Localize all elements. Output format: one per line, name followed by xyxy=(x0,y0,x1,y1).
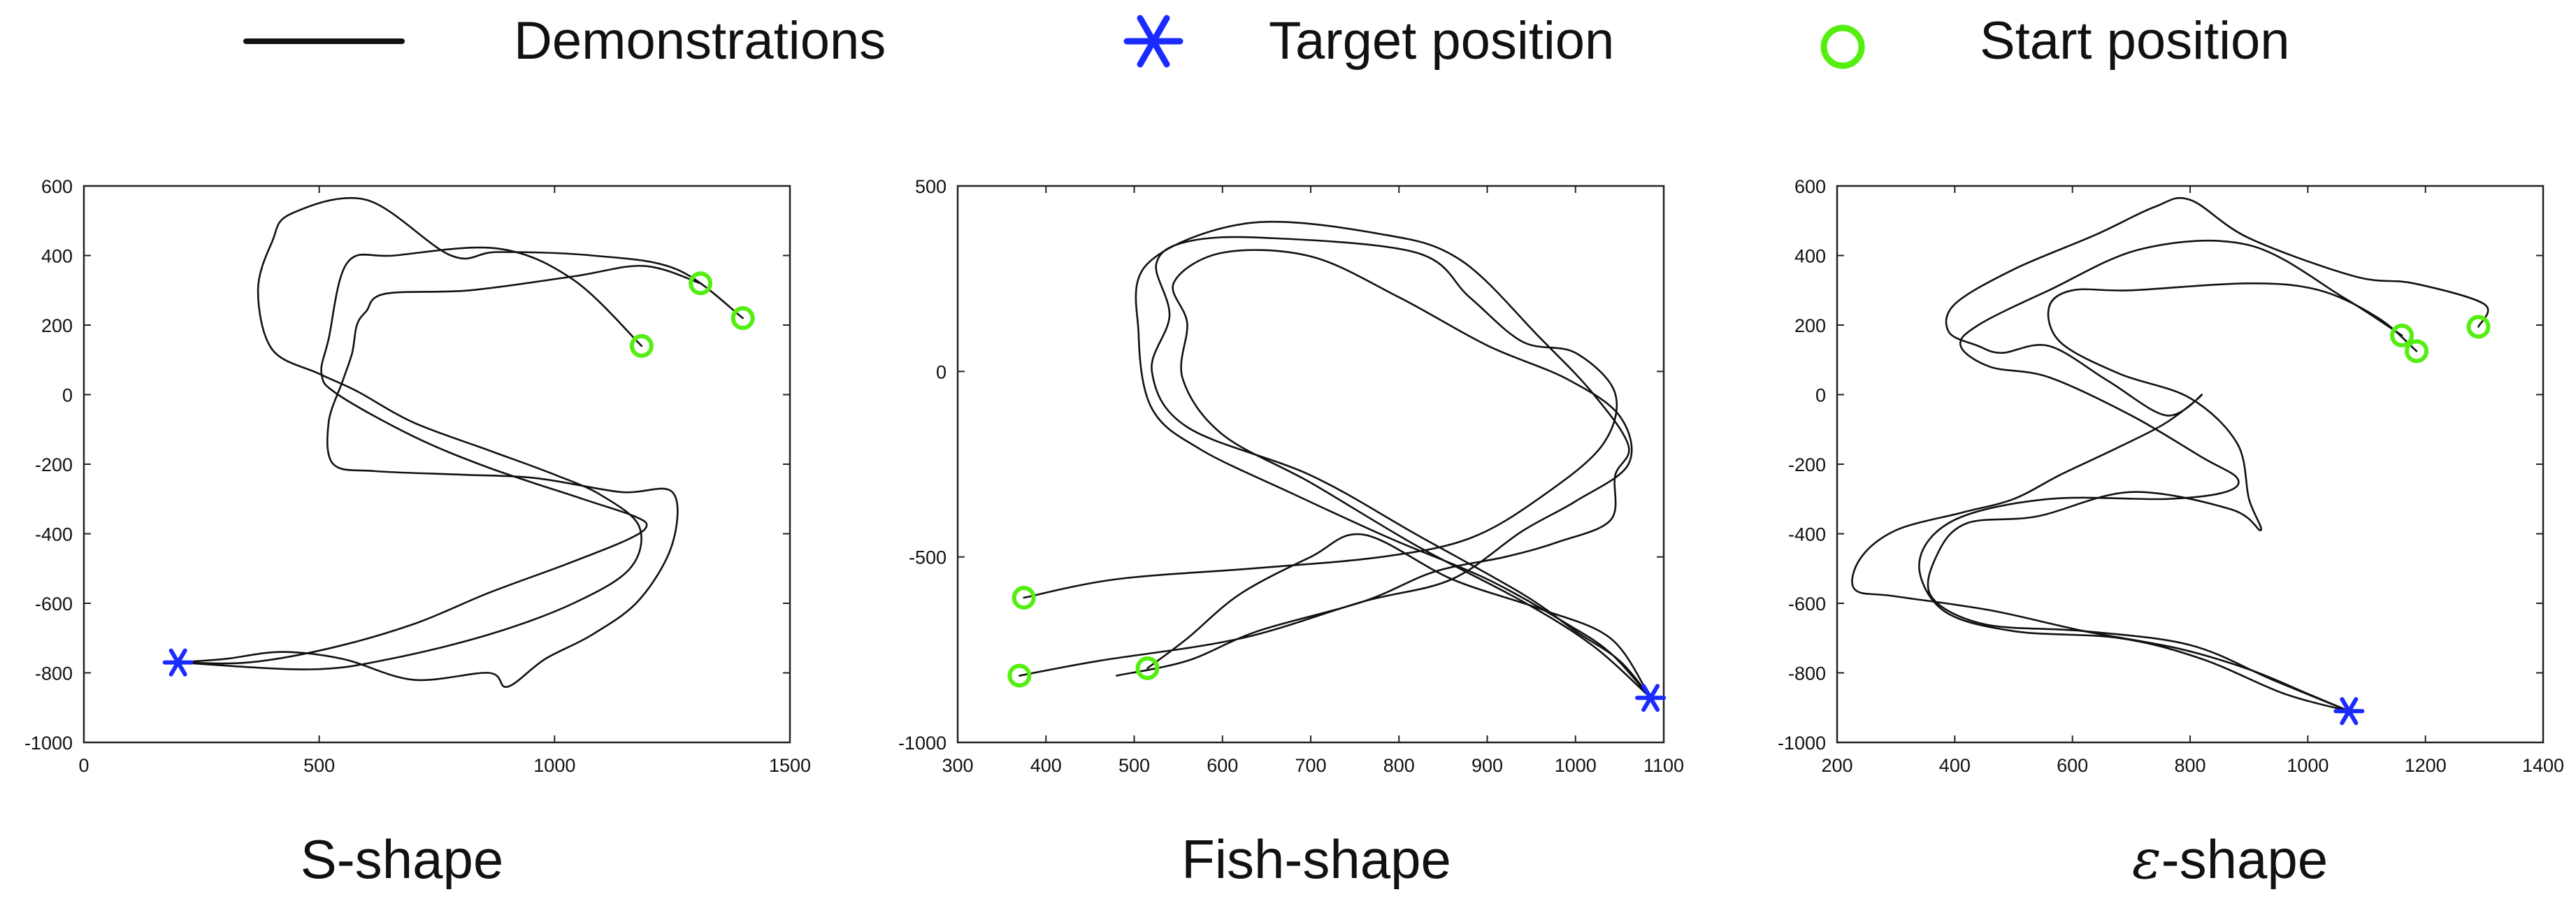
panel-caption-fish-shape: Fish-shape xyxy=(1181,828,1451,890)
x-tick-label: 800 xyxy=(1383,755,1415,776)
legend: Demonstrations Target position Start pos… xyxy=(243,11,2290,71)
y-tick-label: -400 xyxy=(35,524,73,545)
x-tick-label: 400 xyxy=(1030,755,1062,776)
panel-caption-s-shape: S-shape xyxy=(301,828,504,890)
start-position-marker xyxy=(2466,315,2491,339)
panel-caption-epsilon-shape: ε-shape xyxy=(2132,828,2328,891)
x-tick-label: 0 xyxy=(78,755,89,776)
plot-frame xyxy=(956,185,1665,744)
demonstration-trajectory-4 xyxy=(1116,220,1652,699)
y-tick-label: -1000 xyxy=(1778,733,1826,754)
x-tick-label: 300 xyxy=(942,755,973,776)
legend-target-label: Target position xyxy=(1269,11,1614,71)
demonstration-trajectory-2 xyxy=(1019,249,1652,699)
y-tick-label: 0 xyxy=(62,385,73,406)
panel-epsilon-shape: 200 400 600 800 1000 1200 1400 -1000 -800 -600 -40… xyxy=(1778,176,2564,776)
x-tick-label: 1000 xyxy=(1555,755,1597,776)
demonstration-trajectory-2 xyxy=(177,264,702,688)
start-position-marker xyxy=(731,306,755,331)
x-tick-label: 600 xyxy=(2057,755,2088,776)
x-tick-label: 600 xyxy=(1207,755,1238,776)
x-tick-label: 500 xyxy=(1118,755,1150,776)
panel-s-shape: 0 500 1000 1500 -1000 -800 -600 -400 -200 0 200 400… xyxy=(24,176,811,776)
demonstration-trajectory-1 xyxy=(1023,236,1652,699)
y-tick-label: 600 xyxy=(1794,176,1826,197)
x-tick-label: 1400 xyxy=(2522,755,2564,776)
target-position-marker xyxy=(1635,684,1667,712)
y-tick-label: -1000 xyxy=(898,733,947,754)
y-tick-label: 600 xyxy=(41,176,73,197)
x-tick-label: 1000 xyxy=(2287,755,2329,776)
y-tick-label: 200 xyxy=(41,315,73,336)
legend-demonstration-label: Demonstrations xyxy=(514,11,886,71)
x-tick-label: 400 xyxy=(1939,755,1971,776)
start-position-marker xyxy=(689,271,713,296)
x-tick-label: 1000 xyxy=(533,755,575,776)
x-tick-label: 500 xyxy=(303,755,335,776)
start-position-marker xyxy=(629,333,654,358)
x-tick-label: 700 xyxy=(1295,755,1326,776)
y-tick-label: -500 xyxy=(909,547,947,568)
start-position-marker xyxy=(2405,339,2429,364)
y-tick-label: -400 xyxy=(1788,524,1826,545)
y-tick-label: 0 xyxy=(1815,385,1826,406)
start-position-marker xyxy=(1012,586,1036,610)
y-tick-label: -800 xyxy=(1788,663,1826,684)
legend-start-label: Start position xyxy=(1980,11,2290,71)
x-tick-label: 800 xyxy=(2174,755,2206,776)
start-position-marker xyxy=(2390,323,2414,347)
y-tick-label: -1000 xyxy=(24,733,73,754)
y-tick-label: -200 xyxy=(35,454,73,475)
demonstration-trajectory-3 xyxy=(1851,196,2489,712)
y-tick-label: 500 xyxy=(915,176,947,197)
x-tick-label: 1200 xyxy=(2405,755,2447,776)
demonstration-trajectory-3 xyxy=(177,196,744,670)
start-position-marker xyxy=(1007,663,1032,688)
demonstration-trajectory-1 xyxy=(1918,239,2403,712)
plot-frame xyxy=(82,185,791,744)
legend-target-asterisk xyxy=(1123,15,1183,68)
target-position-marker xyxy=(2333,697,2365,726)
plot-frame xyxy=(1836,185,2545,744)
y-tick-label: -600 xyxy=(35,594,73,614)
x-tick-label: 1500 xyxy=(769,755,811,776)
x-tick-label: 900 xyxy=(1472,755,1503,776)
y-tick-label: -600 xyxy=(1788,594,1826,614)
y-tick-label: 200 xyxy=(1794,315,1826,336)
start-position-marker xyxy=(1135,656,1160,680)
y-tick-label: 400 xyxy=(1794,246,1826,267)
panel-fish-shape: 300 400 500 600 700 800 900 1000 1100 -1000 -500 0 5… xyxy=(898,176,1684,776)
y-tick-label: 0 xyxy=(936,361,947,382)
y-tick-label: -200 xyxy=(1788,454,1826,475)
x-tick-label: 200 xyxy=(1821,755,1852,776)
y-tick-label: -800 xyxy=(35,663,73,684)
target-position-marker xyxy=(162,648,194,677)
x-tick-label: 1100 xyxy=(1643,755,1684,776)
demonstration-trajectory-3 xyxy=(1146,533,1652,699)
legend-start-circle xyxy=(1820,24,1865,69)
demonstration-trajectory-2 xyxy=(1927,282,2418,712)
y-tick-label: 400 xyxy=(41,246,73,267)
